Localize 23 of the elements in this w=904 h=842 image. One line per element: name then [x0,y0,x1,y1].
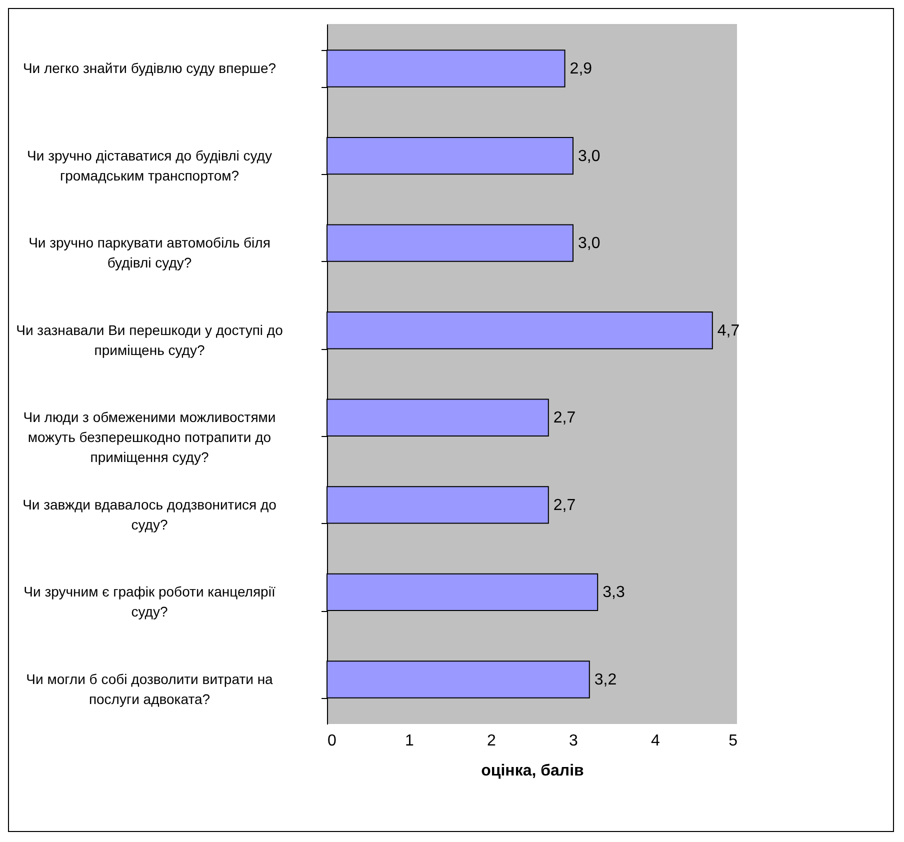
y-tick-label: Чи завжди вдавалось додзвонитися до суду? [22,496,277,532]
data-label: 2,7 [553,496,576,514]
y-tick-label: Чи люди з обмеженими можливостями можуть безперешкодно потрапити до приміщення суду? [23,409,276,466]
y-tick-label: Чи могли б собі дозволити витрати на послуги адвоката? [26,670,274,707]
data-label: 3,0 [578,235,600,252]
y-tick-label: Чи зручно паркувати автомобіль біля будівлі суду? [28,234,270,271]
data-label: 3,0 [578,148,600,165]
data-label: 4,7 [717,322,740,340]
y-tick-label: Чи легко знайти будівлю суду вперше? [22,60,276,76]
data-label: 3,2 [594,671,617,688]
y-tick-label: Чи зручно діставатися до будівлі суду громадським транспортом? [27,147,272,184]
y-tick-label: Чи зазнавали Ви перешкоди у доступі до приміщень суду? [16,322,284,358]
x-tick-label: 5 [728,732,738,750]
x-axis-title: оцінка, балів [481,762,584,780]
x-tick-label: 0 [328,732,336,750]
x-tick-label: 3 [569,732,578,750]
x-tick-label: 2 [487,732,496,750]
data-label: 2,9 [570,60,592,78]
x-tick-label: 4 [651,732,660,750]
data-label: 3,3 [602,584,625,602]
y-tick-label: Чи зручним є графік роботи канцелярії суду? [24,584,276,620]
data-label: 2,7 [553,410,576,427]
x-tick-label: 1 [405,732,414,750]
